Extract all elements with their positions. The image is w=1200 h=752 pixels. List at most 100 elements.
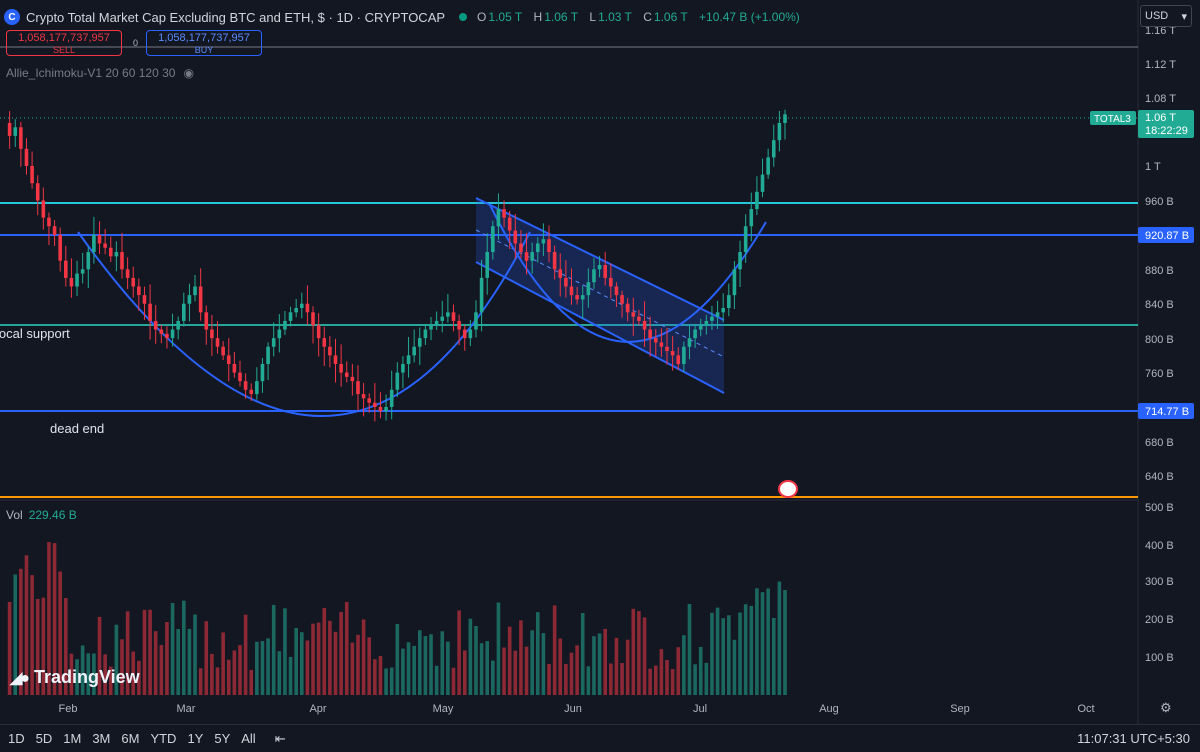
candle-body [704, 320, 709, 326]
candle-body [755, 191, 759, 210]
volume-bar [715, 607, 720, 695]
volume-bar [260, 640, 265, 695]
candle-body [204, 312, 209, 330]
volume-bar [687, 603, 692, 695]
volume-bar [148, 609, 152, 695]
x-tick-label: Apr [309, 703, 326, 715]
volume-bar [159, 644, 164, 695]
volume-bar [299, 632, 304, 695]
candle-body [311, 312, 315, 326]
candle-body [131, 277, 136, 287]
candle-body [631, 312, 636, 317]
candle-body [333, 355, 338, 364]
range-all[interactable]: All [241, 731, 256, 746]
volume-bar [760, 592, 765, 695]
candle-body [125, 269, 130, 278]
candle-body [558, 269, 563, 278]
range-6m[interactable]: 6M [121, 731, 140, 746]
y-tick-label: 1.12 T [1145, 59, 1176, 71]
candle-body [108, 247, 113, 257]
candle-body [86, 252, 91, 270]
volume-bar [35, 598, 40, 695]
candle-body [69, 277, 74, 287]
sell-button[interactable]: 1,058,177,737,957 SELL [6, 30, 122, 56]
candle-body [603, 264, 608, 278]
currency-select[interactable]: USD ▾ [1140, 5, 1192, 27]
volume-bar [24, 555, 29, 695]
settings-gear-icon[interactable]: ⚙ [1160, 700, 1172, 715]
buy-button[interactable]: 1,058,177,737,957 BUY [146, 30, 262, 56]
volume-bar [255, 641, 259, 695]
candle-body [485, 252, 490, 278]
volume-bar [704, 662, 709, 695]
range-ytd[interactable]: YTD [150, 731, 177, 746]
us-flag-event-icon[interactable] [778, 480, 798, 498]
candle-body [75, 273, 79, 287]
volume-bar [19, 568, 23, 695]
market-status-icon [459, 13, 468, 21]
symbol-tag: TOTAL3 [1094, 114, 1131, 125]
candle-body [226, 355, 231, 364]
volume-bar [69, 653, 74, 695]
volume-bar [513, 650, 518, 695]
volume-bar [783, 589, 787, 695]
volume-bar [384, 668, 388, 695]
candle-body [170, 329, 175, 339]
volume-bar [47, 542, 51, 695]
volume-bar [103, 654, 107, 695]
annotation-dead-end[interactable]: dead end [50, 421, 105, 436]
annotation-local-support[interactable]: local support [0, 326, 70, 341]
range-1y[interactable]: 1Y [187, 731, 204, 746]
volume-bar [491, 660, 495, 695]
clock[interactable]: 11:07:31 UTC+5:30 [1077, 731, 1190, 746]
volume-bar [580, 612, 585, 695]
candle-body [462, 329, 467, 339]
candle-body [547, 239, 551, 253]
volume-tick-label: 500 B [1145, 502, 1174, 514]
volume-bar [311, 623, 315, 695]
volume-bar [524, 646, 529, 695]
range-5d[interactable]: 5D [35, 731, 53, 746]
range-5y[interactable]: 5Y [214, 731, 231, 746]
range-1m[interactable]: 1M [63, 731, 82, 746]
candle-body [625, 303, 630, 313]
volume-bar [221, 632, 225, 695]
channel-bottom [475, 261, 725, 394]
volume-bar [507, 626, 512, 695]
candle-body [502, 209, 506, 218]
candle-body [64, 260, 68, 278]
candle-body [552, 252, 557, 270]
volume-bar [316, 622, 321, 695]
candle-body [299, 303, 304, 309]
candle-body [103, 243, 107, 248]
volume-bar [322, 607, 327, 695]
candle-body [541, 239, 546, 244]
candle-body [24, 148, 29, 166]
candle-body [260, 363, 265, 382]
candle-body [519, 243, 523, 253]
candle-body [760, 174, 765, 192]
volume-bar [648, 668, 652, 695]
candle-body [698, 325, 703, 330]
candle-body [97, 234, 102, 244]
candle-body [732, 269, 737, 296]
volume-bar [485, 641, 490, 695]
countdown-label: 18:22:29 [1145, 125, 1188, 137]
volume-bar [238, 645, 242, 695]
candle-body [693, 329, 697, 339]
candle-body [350, 376, 355, 382]
symbol-title[interactable]: Crypto Total Market Cap Excluding BTC an… [26, 9, 446, 25]
volume-bar [52, 543, 57, 695]
range-3m[interactable]: 3M [92, 731, 111, 746]
go-to-date-icon[interactable]: ⇤ [274, 731, 286, 746]
volume-bar [41, 597, 46, 695]
indicator-legend[interactable]: Allie_Ichimoku-V1 20 60 120 30 ◉ [6, 66, 194, 80]
eye-hidden-icon[interactable]: ◉ [183, 66, 194, 80]
range-1d[interactable]: 1D [8, 731, 25, 746]
candle-body [401, 363, 405, 373]
volume-bar [597, 633, 602, 695]
y-tick-label: 840 B [1145, 299, 1174, 311]
last-price-label: 1.06 T [1145, 112, 1176, 124]
volume-bar [721, 618, 725, 695]
